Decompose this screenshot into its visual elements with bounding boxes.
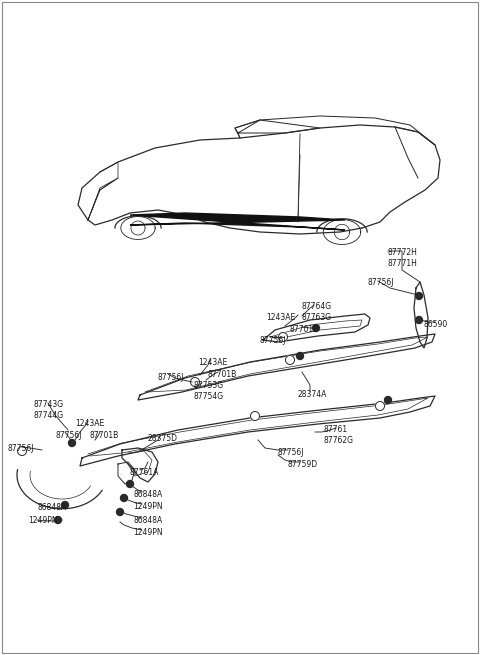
- Text: 87763G: 87763G: [302, 313, 332, 322]
- Text: 87701B: 87701B: [90, 431, 119, 440]
- Text: 87756J: 87756J: [260, 336, 287, 345]
- Polygon shape: [191, 377, 200, 386]
- Text: 87754G: 87754G: [193, 392, 223, 401]
- Polygon shape: [17, 470, 102, 509]
- Text: 86590: 86590: [424, 320, 448, 329]
- Text: 86848A: 86848A: [38, 503, 67, 512]
- Polygon shape: [122, 448, 158, 482]
- Polygon shape: [416, 293, 422, 299]
- Text: 87701B: 87701B: [208, 370, 237, 379]
- Text: 87753G: 87753G: [193, 381, 223, 390]
- Polygon shape: [414, 282, 428, 348]
- Text: 87761: 87761: [324, 425, 348, 434]
- Text: 1243AE: 1243AE: [266, 313, 295, 322]
- Polygon shape: [118, 462, 135, 484]
- Text: 87744G: 87744G: [33, 411, 63, 420]
- Text: 87701B: 87701B: [290, 325, 319, 334]
- Text: 87756J: 87756J: [8, 444, 35, 453]
- Text: 87756J: 87756J: [368, 278, 395, 287]
- Polygon shape: [80, 396, 435, 466]
- Text: 87756J: 87756J: [277, 448, 303, 457]
- Polygon shape: [61, 502, 69, 508]
- Text: 87761A: 87761A: [130, 468, 159, 477]
- Polygon shape: [69, 440, 75, 447]
- Polygon shape: [251, 411, 260, 421]
- Text: 1249PN: 1249PN: [133, 528, 163, 537]
- Text: 1243AE: 1243AE: [75, 419, 104, 428]
- Polygon shape: [138, 334, 435, 400]
- Text: 87762G: 87762G: [324, 436, 354, 445]
- Polygon shape: [278, 333, 288, 341]
- Text: 1249PN: 1249PN: [28, 516, 58, 525]
- Polygon shape: [127, 481, 133, 487]
- Polygon shape: [384, 396, 392, 403]
- Text: 87756J: 87756J: [56, 431, 83, 440]
- Polygon shape: [130, 213, 345, 230]
- Polygon shape: [312, 324, 320, 331]
- Text: 86848A: 86848A: [133, 516, 162, 525]
- Polygon shape: [117, 508, 123, 515]
- Text: 28375D: 28375D: [148, 434, 178, 443]
- Text: 1249PN: 1249PN: [133, 502, 163, 511]
- Text: 87743G: 87743G: [33, 400, 63, 409]
- Polygon shape: [375, 402, 384, 411]
- Text: 86848A: 86848A: [133, 490, 162, 499]
- Polygon shape: [120, 495, 128, 502]
- Text: 87756J: 87756J: [158, 373, 184, 382]
- Text: 87759D: 87759D: [288, 460, 318, 469]
- Text: 87771H: 87771H: [388, 259, 418, 268]
- Text: 87772H: 87772H: [388, 248, 418, 257]
- Polygon shape: [17, 447, 26, 455]
- Polygon shape: [297, 352, 303, 360]
- Text: 87764G: 87764G: [302, 302, 332, 311]
- Polygon shape: [286, 356, 295, 364]
- Polygon shape: [263, 314, 370, 342]
- Polygon shape: [55, 517, 61, 523]
- Polygon shape: [416, 316, 422, 324]
- Text: 1243AE: 1243AE: [198, 358, 227, 367]
- Text: 28374A: 28374A: [298, 390, 327, 399]
